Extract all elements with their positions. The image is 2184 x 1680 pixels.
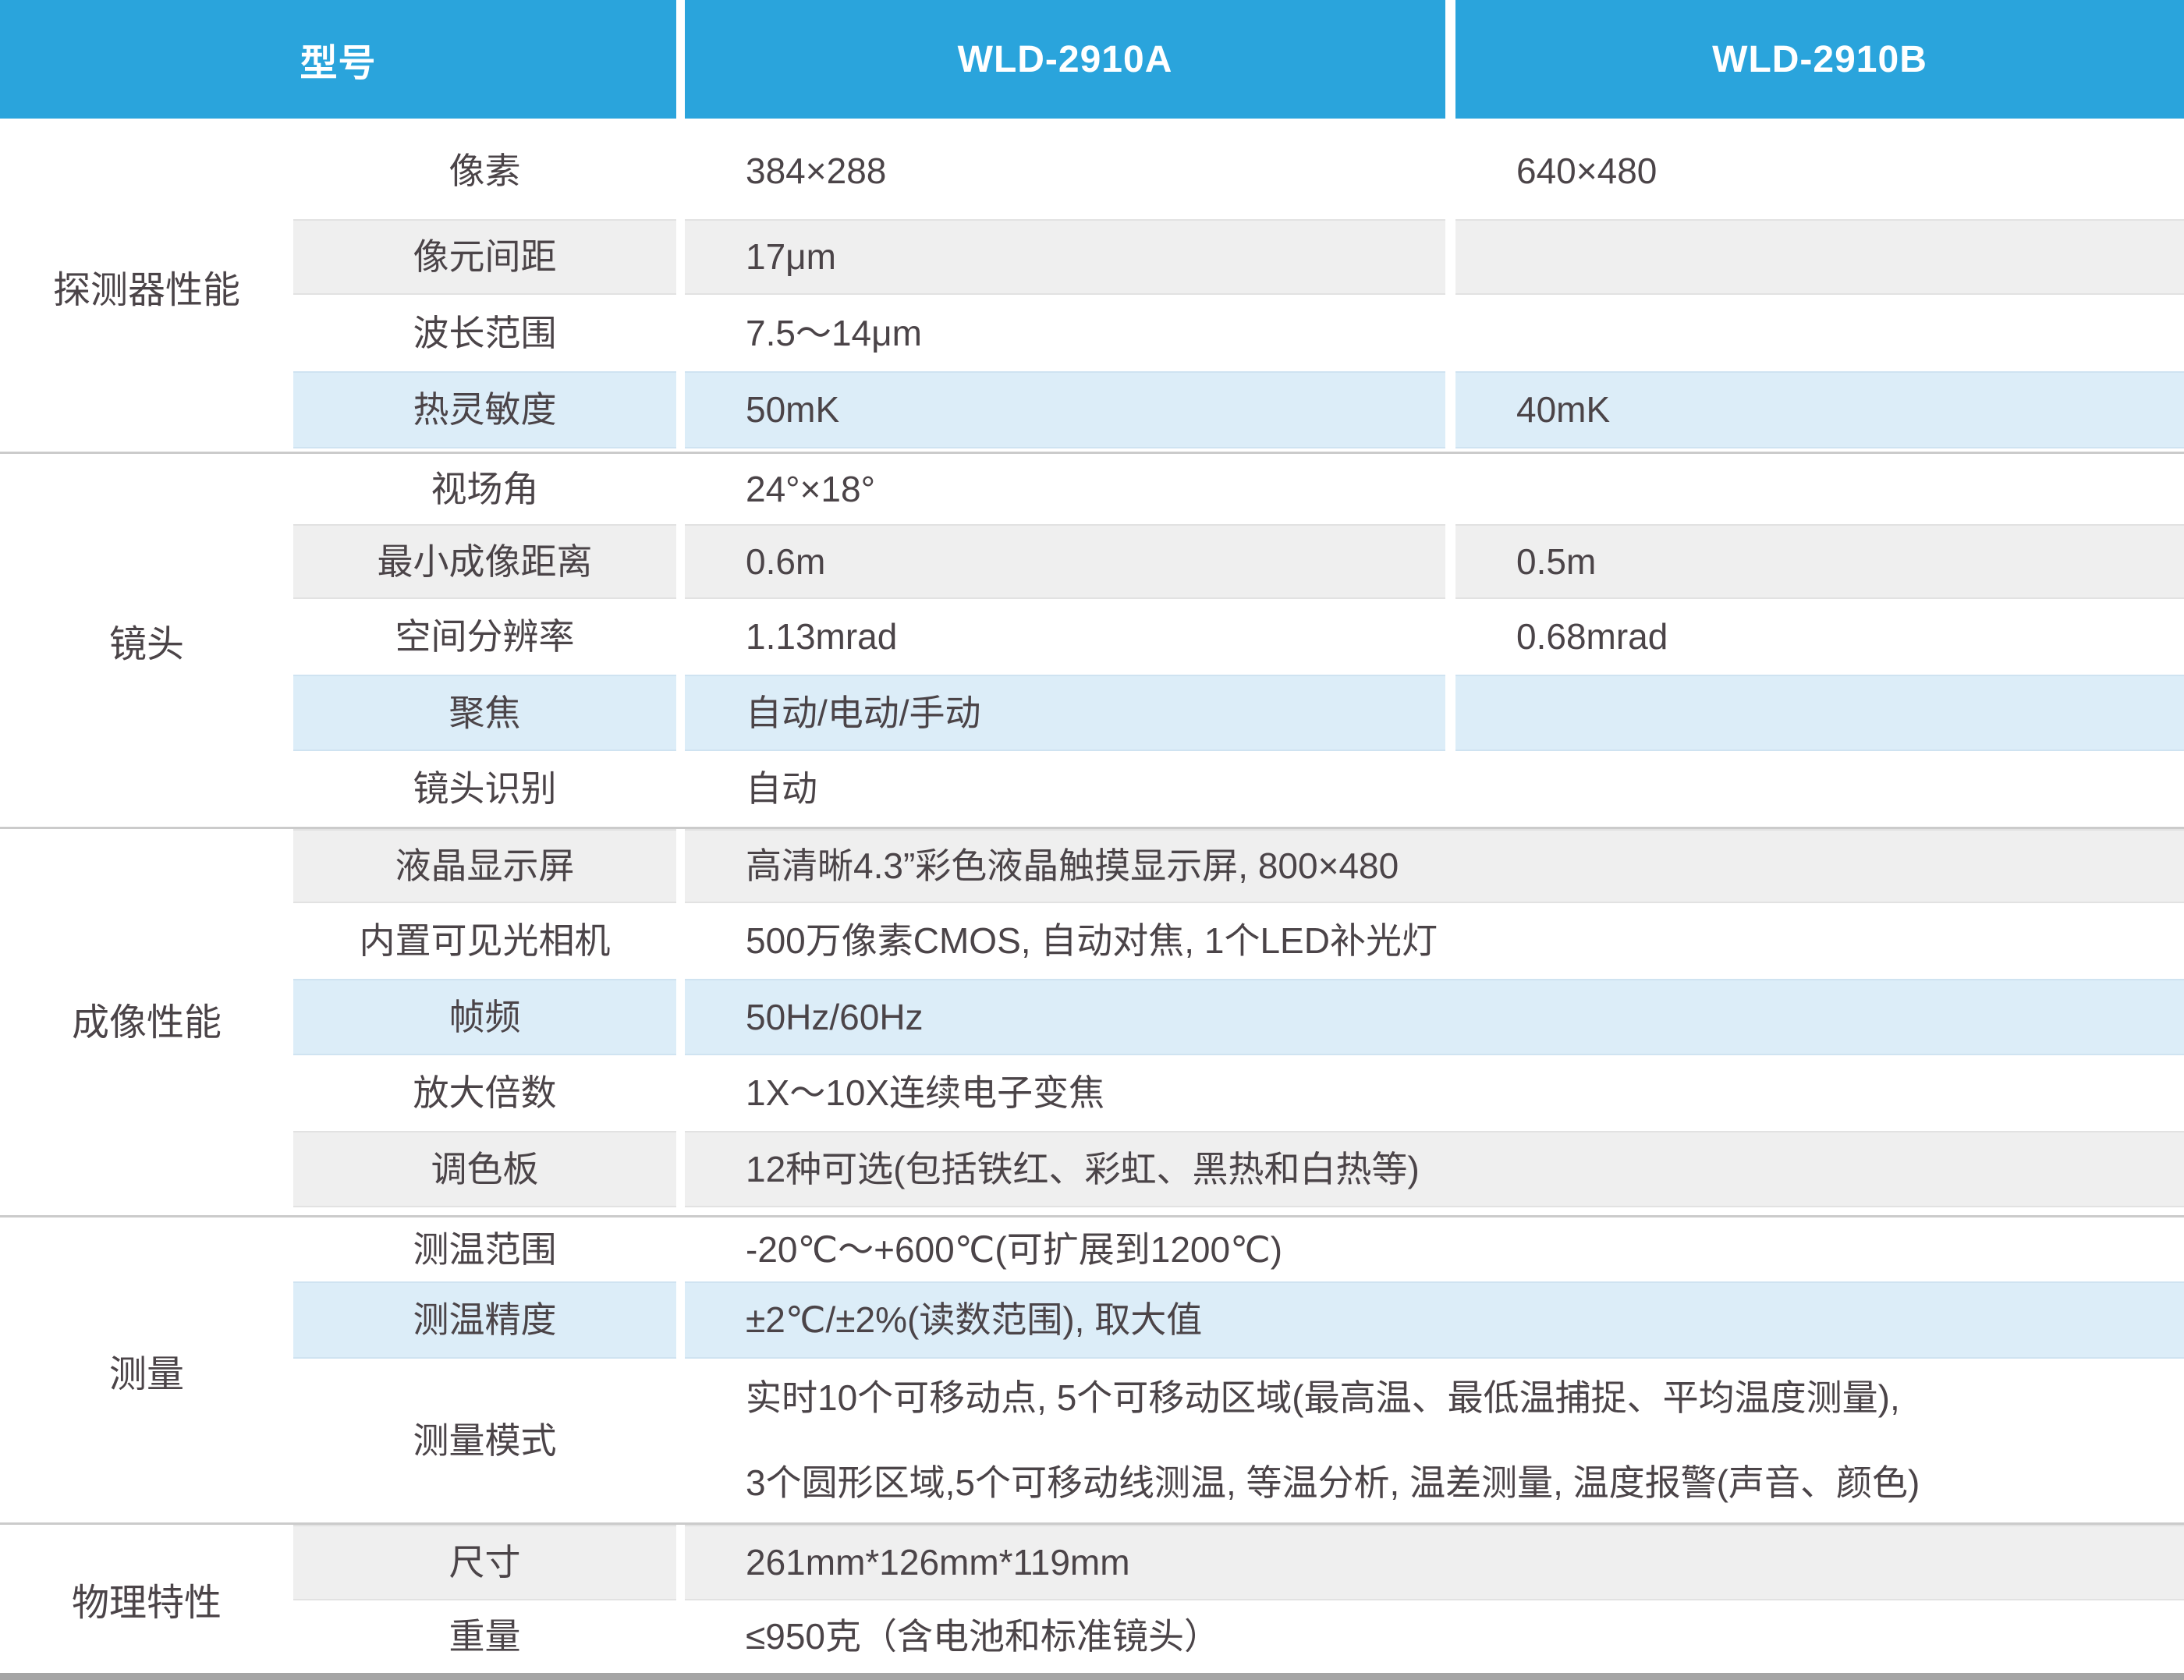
- value-line-1: 实时10个可移动点, 5个可移动区域(最高温、最低温捕捉、平均温度测量),: [746, 1377, 1900, 1419]
- section-lens: 镜头 视场角 24°×18° 最小成像距离 0.6m 0.5m 空: [0, 454, 2184, 827]
- value-b: [1455, 219, 2184, 295]
- table-row: 最小成像距离 0.6m 0.5m: [293, 524, 2184, 599]
- param-label: 调色板: [293, 1131, 676, 1207]
- param-label: 尺寸: [293, 1525, 676, 1600]
- table-row: 尺寸 261mm*126mm*119mm: [293, 1525, 2184, 1600]
- bottom-border-bar: [0, 1673, 2184, 1680]
- value-b: 0.68mrad: [1516, 616, 1668, 657]
- value-a: 0.6m: [685, 524, 1445, 599]
- value-b: 640×480: [1516, 151, 1658, 192]
- category-label: 成像性能: [71, 1001, 222, 1044]
- param-label: 最小成像距离: [293, 524, 676, 599]
- value-merged: 高清晰4.3”彩色液晶触摸显示屏, 800×480: [685, 829, 2184, 903]
- table-row: 像素 384×288 640×480: [293, 123, 2184, 219]
- value-merged: ±2℃/±2%(读数范围), 取大值: [685, 1281, 2184, 1359]
- value-merged: 1X〜10X连续电子变焦: [746, 1072, 1105, 1114]
- value-merged: 实时10个可移动点, 5个可移动区域(最高温、最低温捕捉、平均温度测量), 3个…: [685, 1359, 2184, 1522]
- section-divider: [0, 452, 2184, 454]
- value-b: 40mK: [1455, 371, 2184, 448]
- value-a: 自动/电动/手动: [685, 675, 1445, 751]
- param-label: 测温精度: [293, 1281, 676, 1359]
- header-cell-model-b: WLD-2910B: [1455, 0, 2184, 119]
- table-row: 空间分辨率 1.13mrad 0.68mrad: [293, 599, 2184, 675]
- param-label: 放大倍数: [413, 1072, 557, 1114]
- value-b: [1455, 454, 2184, 524]
- value-merged: 500万像素CMOS, 自动对焦, 1个LED补光灯: [746, 920, 1438, 962]
- value-merged: ≤950克（含电池和标准镜头）: [746, 1616, 1220, 1657]
- table-row: 帧频 50Hz/60Hz: [293, 979, 2184, 1055]
- param-label: 热灵敏度: [293, 371, 676, 448]
- section-detector-performance: 探测器性能 像素 384×288 640×480 像元间距 17μm: [0, 123, 2184, 448]
- param-label: 重量: [448, 1616, 521, 1657]
- header-column-gap: [1445, 0, 1455, 119]
- value-a: 50mK: [685, 371, 1445, 448]
- param-label: 内置可见光相机: [359, 920, 611, 962]
- value-a: 7.5〜14μm: [746, 312, 922, 353]
- value-b: [1455, 295, 2184, 371]
- table-row: 测温范围 -20℃〜+600℃(可扩展到1200℃): [293, 1217, 2184, 1281]
- value-a: 17μm: [685, 219, 1445, 295]
- value-merged: 261mm*126mm*119mm: [685, 1525, 2184, 1600]
- value-b: 0.5m: [1455, 524, 2184, 599]
- header-column-gap: [676, 0, 685, 119]
- table-row: 视场角 24°×18°: [293, 454, 2184, 524]
- param-label: 镜头识别: [413, 768, 557, 810]
- table-row: 液晶显示屏 高清晰4.3”彩色液晶触摸显示屏, 800×480: [293, 829, 2184, 903]
- table-row: 热灵敏度 50mK 40mK: [293, 371, 2184, 448]
- value-a: 24°×18°: [746, 468, 875, 509]
- table-row: 放大倍数 1X〜10X连续电子变焦: [293, 1055, 2184, 1131]
- table-row: 像元间距 17μm: [293, 219, 2184, 295]
- param-label: 像素: [448, 151, 521, 192]
- value-a: 384×288: [746, 151, 887, 192]
- table-row: 内置可见光相机 500万像素CMOS, 自动对焦, 1个LED补光灯: [293, 903, 2184, 979]
- table-row: 测量模式 实时10个可移动点, 5个可移动区域(最高温、最低温捕捉、平均温度测量…: [293, 1359, 2184, 1522]
- value-line-2: 3个圆形区域,5个可移动线测温, 等温分析, 温差测量, 温度报警(声音、颜色): [746, 1462, 1920, 1503]
- table-header-row: 型号 WLD-2910A WLD-2910B: [0, 0, 2184, 119]
- value-b: [1455, 751, 2184, 827]
- param-label: 空间分辨率: [395, 616, 575, 657]
- param-label: 测量模式: [413, 1419, 557, 1461]
- param-label: 聚焦: [293, 675, 676, 751]
- param-label: 视场角: [431, 468, 539, 509]
- param-label: 液晶显示屏: [293, 829, 676, 903]
- table-row: 测温精度 ±2℃/±2%(读数范围), 取大值: [293, 1281, 2184, 1359]
- value-a: 1.13mrad: [746, 616, 898, 657]
- table-row: 重量 ≤950克（含电池和标准镜头）: [293, 1600, 2184, 1673]
- param-label: 测温范围: [413, 1228, 557, 1270]
- value-merged: 50Hz/60Hz: [685, 979, 2184, 1055]
- section-imaging-performance: 成像性能 液晶显示屏 高清晰4.3”彩色液晶触摸显示屏, 800×480 内置可…: [0, 829, 2184, 1207]
- table-row: 聚焦 自动/电动/手动: [293, 675, 2184, 751]
- section-divider: [0, 827, 2184, 829]
- section-divider: [0, 1522, 2184, 1525]
- category-label: 测量: [108, 1353, 184, 1395]
- value-merged: -20℃〜+600℃(可扩展到1200℃): [746, 1228, 1283, 1270]
- table-row: 波长范围 7.5〜14μm: [293, 295, 2184, 371]
- category-label: 物理特性: [71, 1583, 222, 1624]
- category-label: 镜头: [108, 624, 184, 665]
- header-cell-model-a: WLD-2910A: [685, 0, 1445, 119]
- section-measurement: 测量 测温范围 -20℃〜+600℃(可扩展到1200℃) 测温精度 ±2℃/±…: [0, 1217, 2184, 1522]
- param-label: 像元间距: [293, 219, 676, 295]
- category-label: 探测器性能: [52, 269, 240, 311]
- param-label: 帧频: [293, 979, 676, 1055]
- value-merged: 12种可选(包括铁红、彩虹、黑热和白热等): [685, 1131, 2184, 1207]
- value-b: [1455, 675, 2184, 751]
- table-row: 调色板 12种可选(包括铁红、彩虹、黑热和白热等): [293, 1131, 2184, 1207]
- header-cell-model: 型号: [0, 0, 676, 119]
- table-body: 探测器性能 像素 384×288 640×480 像元间距 17μm: [0, 119, 2184, 1673]
- table-row: 镜头识别 自动: [293, 751, 2184, 827]
- param-label: 波长范围: [413, 312, 557, 353]
- section-divider: [0, 1215, 2184, 1217]
- section-physical: 物理特性 尺寸 261mm*126mm*119mm 重量 ≤950克（含电池和标…: [0, 1525, 2184, 1673]
- value-a: 自动: [746, 768, 817, 810]
